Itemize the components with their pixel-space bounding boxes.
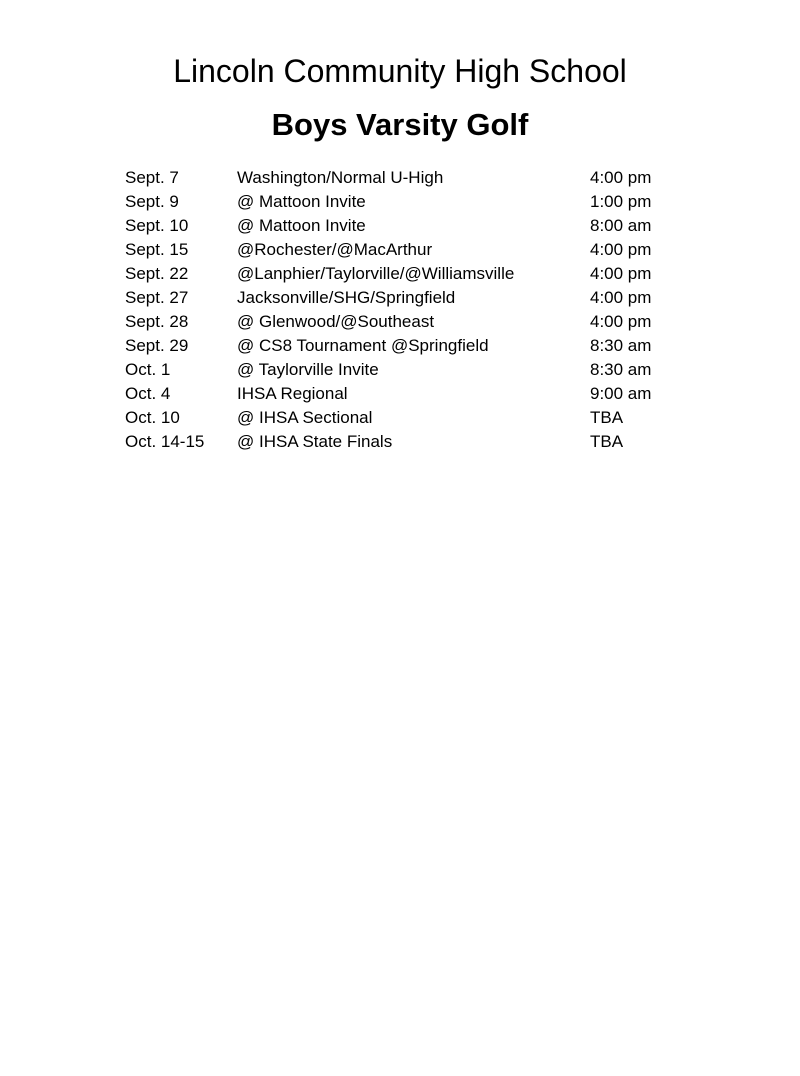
event-time: TBA — [590, 408, 624, 427]
event-time: 8:00 am — [590, 216, 652, 235]
event-name: @ CS8 Tournament @Springfield — [237, 336, 489, 355]
page-subtitle: Boys Varsity Golf — [271, 107, 529, 142]
event-name: @Rochester/@MacArthur — [237, 240, 433, 259]
document-page: Lincoln Community High School Boys Varsi… — [0, 52, 800, 1076]
event-time: TBA — [590, 432, 624, 451]
event-name: Washington/Normal U-High — [237, 168, 444, 187]
event-date: Sept. 15 — [125, 240, 189, 259]
event-time: 4:00 pm — [590, 168, 652, 187]
event-date: Oct. 10 — [125, 408, 180, 427]
schedule-row: Sept. 27 Jacksonville/SHG/Springfield 4:… — [125, 286, 760, 310]
schedule-row: Oct. 14-15 @ IHSA State Finals TBA — [125, 430, 760, 454]
event-name: @ IHSA State Finals — [237, 432, 393, 451]
event-date: Oct. 14-15 — [125, 432, 205, 451]
event-name: @ IHSA Sectional — [237, 408, 373, 427]
schedule-row: Sept. 10 @ Mattoon Invite 8:00 am — [125, 214, 760, 238]
schedule-row: Sept. 22 @Lanphier/Taylorville/@Williams… — [125, 262, 760, 286]
event-name: @ Glenwood/@Southeast — [237, 312, 435, 331]
schedule-table: Sept. 7 Washington/Normal U-High 4:00 pm… — [0, 166, 800, 454]
event-date: Sept. 7 — [125, 168, 179, 187]
schedule-row: Oct. 1 @ Taylorville Invite 8:30 am — [125, 358, 760, 382]
event-date: Sept. 10 — [125, 216, 189, 235]
schedule-row: Sept. 15 @Rochester/@MacArthur 4:00 pm — [125, 238, 760, 262]
event-date: Sept. 22 — [125, 264, 189, 283]
event-name: IHSA Regional — [237, 384, 348, 403]
schedule-row: Sept. 29 @ CS8 Tournament @Springfield 8… — [125, 334, 760, 358]
schedule-row: Sept. 9 @ Mattoon Invite 1:00 pm — [125, 190, 760, 214]
event-date: Oct. 1 — [125, 360, 171, 379]
page-title: Lincoln Community High School — [173, 53, 627, 89]
event-time: 4:00 pm — [590, 240, 652, 259]
schedule-row: Sept. 28 @ Glenwood/@Southeast 4:00 pm — [125, 310, 760, 334]
event-name: @ Taylorville Invite — [237, 360, 379, 379]
event-name: @ Mattoon Invite — [237, 216, 366, 235]
event-date: Sept. 28 — [125, 312, 189, 331]
event-time: 8:30 am — [590, 336, 652, 355]
event-time: 8:30 am — [590, 360, 652, 379]
schedule-row: Sept. 7 Washington/Normal U-High 4:00 pm — [125, 166, 760, 190]
event-date: Sept. 9 — [125, 192, 179, 211]
event-time: 1:00 pm — [590, 192, 652, 211]
event-name: @Lanphier/Taylorville/@Williamsville — [237, 264, 515, 283]
event-time: 4:00 pm — [590, 312, 652, 331]
event-name: @ Mattoon Invite — [237, 192, 366, 211]
schedule-row: Oct. 4 IHSA Regional 9:00 am — [125, 382, 760, 406]
event-time: 4:00 pm — [590, 264, 652, 283]
event-time: 9:00 am — [590, 384, 652, 403]
event-date: Oct. 4 — [125, 384, 171, 403]
event-date: Sept. 29 — [125, 336, 189, 355]
event-name: Jacksonville/SHG/Springfield — [237, 288, 456, 307]
event-time: 4:00 pm — [590, 288, 652, 307]
schedule-row: Oct. 10 @ IHSA Sectional TBA — [125, 406, 760, 430]
event-date: Sept. 27 — [125, 288, 189, 307]
